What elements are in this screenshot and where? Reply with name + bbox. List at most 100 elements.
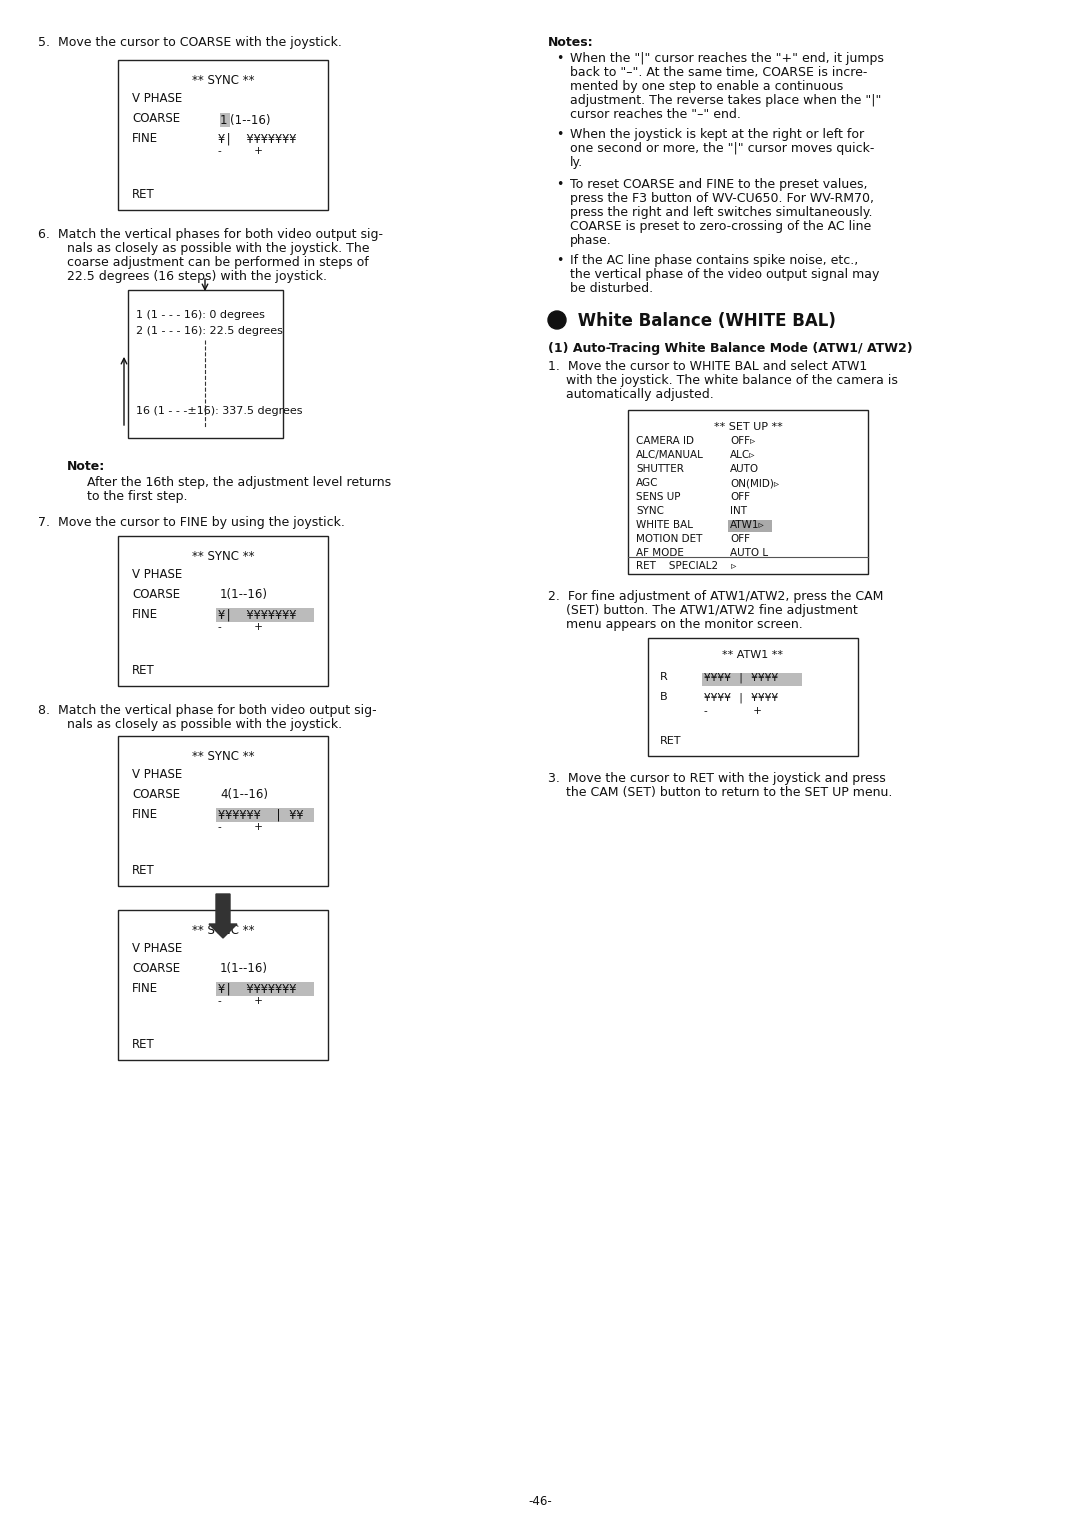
Text: ¥¥¥¥¥¥  | ¥¥: ¥¥¥¥¥¥ | ¥¥ xyxy=(218,807,303,821)
Text: 8.  Match the vertical phase for both video output sig-: 8. Match the vertical phase for both vid… xyxy=(38,703,377,717)
Text: ** SET UP **: ** SET UP ** xyxy=(714,423,782,432)
Text: press the F3 button of WV-CU650. For WV-RM70,: press the F3 button of WV-CU650. For WV-… xyxy=(570,192,874,204)
Text: V PHASE: V PHASE xyxy=(132,768,183,781)
Bar xyxy=(648,638,858,755)
Text: ATW1▹: ATW1▹ xyxy=(730,520,765,530)
Text: COARSE: COARSE xyxy=(132,588,180,601)
Text: ON(MID)▹: ON(MID)▹ xyxy=(730,478,779,488)
Text: 6.  Match the vertical phases for both video output sig-: 6. Match the vertical phases for both vi… xyxy=(38,227,383,241)
Text: ** ATW1 **: ** ATW1 ** xyxy=(723,650,783,661)
Text: ¥¥¥¥ | ¥¥¥¥: ¥¥¥¥ | ¥¥¥¥ xyxy=(704,691,779,702)
Text: CAMERA ID: CAMERA ID xyxy=(636,436,694,446)
Text: 16 (1 - - -±16): 337.5 degrees: 16 (1 - - -±16): 337.5 degrees xyxy=(136,406,302,417)
Text: 2 (1 - - - 16): 22.5 degrees: 2 (1 - - - 16): 22.5 degrees xyxy=(136,327,283,336)
Text: 5.  Move the cursor to COARSE with the joystick.: 5. Move the cursor to COARSE with the jo… xyxy=(38,37,342,49)
Text: R: R xyxy=(660,671,667,682)
Text: RET: RET xyxy=(132,864,154,877)
Text: SYNC: SYNC xyxy=(636,507,664,516)
Text: ly.: ly. xyxy=(570,156,583,169)
Text: FINE: FINE xyxy=(132,607,158,621)
Text: 1(1--16): 1(1--16) xyxy=(220,961,268,975)
Text: menu appears on the monitor screen.: menu appears on the monitor screen. xyxy=(566,618,802,630)
Bar xyxy=(118,736,328,887)
Bar xyxy=(728,520,772,533)
Text: ALC▹: ALC▹ xyxy=(730,450,756,459)
Text: When the joystick is kept at the right or left for: When the joystick is kept at the right o… xyxy=(570,128,864,140)
Text: 1.  Move the cursor to WHITE BAL and select ATW1: 1. Move the cursor to WHITE BAL and sele… xyxy=(548,360,867,372)
Text: ¥|  ¥¥¥¥¥¥¥: ¥| ¥¥¥¥¥¥¥ xyxy=(218,133,296,145)
Text: nals as closely as possible with the joystick. The: nals as closely as possible with the joy… xyxy=(67,243,369,255)
Text: (1--16): (1--16) xyxy=(230,114,270,127)
Text: Notes:: Notes: xyxy=(548,37,594,49)
Text: V PHASE: V PHASE xyxy=(132,568,183,581)
Text: B: B xyxy=(660,691,667,702)
Bar xyxy=(220,113,230,127)
Text: •: • xyxy=(556,179,564,191)
Text: FINE: FINE xyxy=(132,983,158,995)
Text: 3.  Move the cursor to RET with the joystick and press: 3. Move the cursor to RET with the joyst… xyxy=(548,772,886,784)
Text: -          +: - + xyxy=(218,823,262,832)
Text: -          +: - + xyxy=(218,146,262,156)
Text: SHUTTER: SHUTTER xyxy=(636,464,684,475)
Text: 22.5 degrees (16 steps) with the joystick.: 22.5 degrees (16 steps) with the joystic… xyxy=(67,270,327,282)
Text: RET: RET xyxy=(132,1038,154,1051)
Text: back to "–". At the same time, COARSE is incre-: back to "–". At the same time, COARSE is… xyxy=(570,66,867,79)
Text: •: • xyxy=(556,128,564,140)
Bar xyxy=(702,673,802,687)
Text: MOTION DET: MOTION DET xyxy=(636,534,702,543)
Text: •: • xyxy=(556,253,564,267)
Text: White Balance (WHITE BAL): White Balance (WHITE BAL) xyxy=(572,311,836,330)
Text: AUTO: AUTO xyxy=(730,464,759,475)
Text: WHITE BAL: WHITE BAL xyxy=(636,520,693,530)
Text: AGC: AGC xyxy=(636,478,659,488)
Text: one second or more, the "|" cursor moves quick-: one second or more, the "|" cursor moves… xyxy=(570,142,875,156)
Text: cursor reaches the "–" end.: cursor reaches the "–" end. xyxy=(570,108,741,121)
Text: 1: 1 xyxy=(220,114,228,127)
Text: 2.  For fine adjustment of ATW1/ATW2, press the CAM: 2. For fine adjustment of ATW1/ATW2, pre… xyxy=(548,591,883,603)
Text: 4(1--16): 4(1--16) xyxy=(220,787,268,801)
Text: V PHASE: V PHASE xyxy=(132,92,183,105)
Bar xyxy=(129,290,283,438)
Text: V PHASE: V PHASE xyxy=(132,942,183,955)
Bar xyxy=(216,983,314,996)
Text: ** SYNC **: ** SYNC ** xyxy=(192,549,254,563)
Text: 1(1--16): 1(1--16) xyxy=(220,588,268,601)
Text: •: • xyxy=(556,52,564,66)
Text: -              +: - + xyxy=(704,707,761,716)
Bar xyxy=(216,807,314,823)
Text: be disturbed.: be disturbed. xyxy=(570,282,653,295)
Text: COARSE: COARSE xyxy=(132,787,180,801)
Text: with the joystick. The white balance of the camera is: with the joystick. The white balance of … xyxy=(566,374,897,388)
Text: FINE: FINE xyxy=(132,807,158,821)
Text: OFF: OFF xyxy=(730,491,750,502)
Text: ¥|  ¥¥¥¥¥¥¥: ¥| ¥¥¥¥¥¥¥ xyxy=(218,607,296,621)
Text: the vertical phase of the video output signal may: the vertical phase of the video output s… xyxy=(570,269,879,281)
FancyArrow shape xyxy=(210,894,237,938)
Text: adjustment. The reverse takes place when the "|": adjustment. The reverse takes place when… xyxy=(570,95,881,107)
Bar xyxy=(118,60,328,211)
Text: Note:: Note: xyxy=(67,459,105,473)
Text: the CAM (SET) button to return to the SET UP menu.: the CAM (SET) button to return to the SE… xyxy=(566,786,892,800)
Text: phase.: phase. xyxy=(570,233,611,247)
Text: ALC/MANUAL: ALC/MANUAL xyxy=(636,450,704,459)
Text: COARSE: COARSE xyxy=(132,111,180,125)
Text: ** SYNC **: ** SYNC ** xyxy=(192,73,254,87)
Text: COARSE is preset to zero-crossing of the AC line: COARSE is preset to zero-crossing of the… xyxy=(570,220,872,233)
Text: OFF: OFF xyxy=(730,534,750,543)
Text: (1) Auto-Tracing White Balance Mode (ATW1/ ATW2): (1) Auto-Tracing White Balance Mode (ATW… xyxy=(548,342,913,356)
Text: coarse adjustment can be performed in steps of: coarse adjustment can be performed in st… xyxy=(67,256,368,269)
Text: ¥|  ¥¥¥¥¥¥¥: ¥| ¥¥¥¥¥¥¥ xyxy=(218,983,296,995)
Text: FINE: FINE xyxy=(132,133,158,145)
Text: -46-: -46- xyxy=(528,1495,552,1508)
Bar xyxy=(216,607,314,623)
Text: ** SYNC **: ** SYNC ** xyxy=(192,749,254,763)
Text: When the "|" cursor reaches the "+" end, it jumps: When the "|" cursor reaches the "+" end,… xyxy=(570,52,883,66)
Text: After the 16th step, the adjustment level returns: After the 16th step, the adjustment leve… xyxy=(87,476,391,488)
Text: COARSE: COARSE xyxy=(132,961,180,975)
Text: RET: RET xyxy=(132,188,154,201)
Text: to the first step.: to the first step. xyxy=(87,490,188,504)
Circle shape xyxy=(548,311,566,330)
Text: mented by one step to enable a continuous: mented by one step to enable a continuou… xyxy=(570,79,843,93)
Text: -          +: - + xyxy=(218,996,262,1006)
Text: RET: RET xyxy=(132,664,154,678)
